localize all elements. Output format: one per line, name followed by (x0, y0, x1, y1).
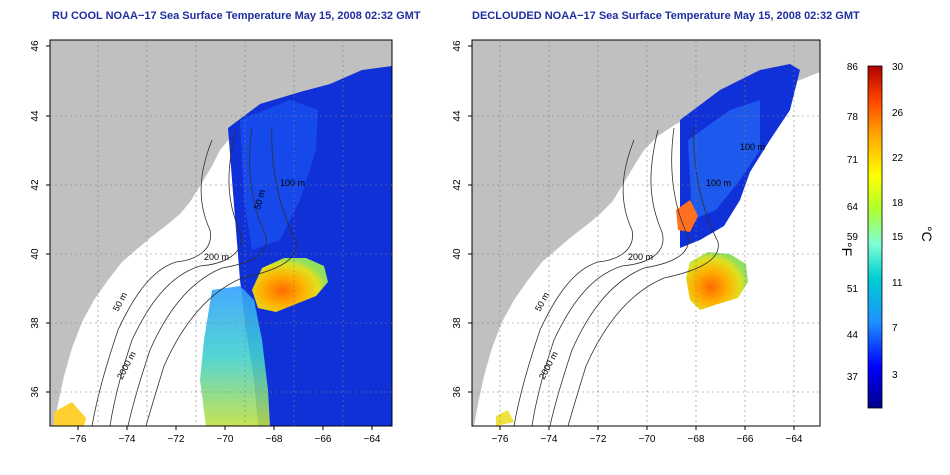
longitude-tick-label: −70 (639, 434, 656, 445)
southwest-warm-water (496, 410, 514, 426)
panel-2-title: DECLOUDED NOAA−17 Sea Surface Temperatur… (472, 10, 860, 22)
celsius-unit-label: °C (919, 226, 935, 242)
longitude-tick-label: −76 (492, 434, 509, 445)
longitude-tick-label: −72 (168, 434, 185, 445)
latitude-tick-label: 38 (452, 317, 463, 329)
contour-50m (513, 139, 635, 426)
contour-200m (549, 127, 689, 426)
colorbar-celsius-tick: 3 (892, 370, 898, 381)
panel-2-contour-label: 200 m (628, 252, 653, 262)
latitude-tick-label: 46 (30, 40, 41, 52)
latitude-tick-label: 36 (30, 386, 41, 398)
warm-eddy (686, 252, 748, 310)
contour-50m (91, 139, 213, 426)
colorbar-ticks: 86 78 71 64 59 51 44 37 30 26 22 18 15 11 7 3 (847, 62, 904, 383)
fahrenheit-unit-label: °F (839, 242, 855, 256)
contour-2000m (145, 125, 297, 426)
colorbar-fahrenheit-tick: 51 (847, 284, 859, 295)
colorbar-celsius-tick: 18 (892, 198, 904, 209)
longitude-tick-label: −72 (590, 434, 607, 445)
panel-1-contour-label: 100 m (280, 178, 305, 188)
latitude-tick-label: 42 (452, 179, 463, 191)
latitude-tick-label: 36 (452, 386, 463, 398)
colorbar-fahrenheit-tick: 64 (847, 202, 859, 213)
longitude-tick-label: −64 (364, 434, 381, 445)
latitude-tick-label: 40 (452, 248, 463, 260)
panel-2-frame (471, 39, 821, 427)
panel-1-gridlines (50, 40, 392, 426)
colorbar-fahrenheit-tick: 59 (847, 232, 859, 243)
contour-200m (127, 127, 267, 426)
panel-1-title: RU COOL NOAA−17 Sea Surface Temperature … (52, 10, 421, 22)
panel-2-map (472, 40, 820, 426)
contour-100m (109, 129, 242, 426)
panel-2-contour-label: 100 m (706, 178, 731, 188)
contour-100m (531, 129, 664, 426)
colorbar-fahrenheit-tick: 86 (847, 62, 859, 73)
axis-ticks: −76 −74 −72 −70 −68 −66 −64 46 44 42 40 38 36 −76 −74 −… (30, 40, 803, 445)
longitude-tick-label: −68 (688, 434, 705, 445)
colorbar-celsius-tick: 22 (892, 153, 904, 164)
latitude-tick-label: 44 (452, 110, 463, 122)
panel-2-gridlines (472, 40, 820, 426)
longitude-tick-label: −68 (266, 434, 283, 445)
colorbar-fahrenheit-tick: 37 (847, 372, 859, 383)
longitude-tick-label: −74 (119, 434, 136, 445)
land-mass (472, 40, 820, 426)
latitude-tick-label: 46 (452, 40, 463, 52)
shelf-water (200, 286, 270, 426)
panel-1-map (50, 40, 392, 426)
colorbar (867, 65, 883, 409)
latitude-tick-label: 38 (30, 317, 41, 329)
colorbar-celsius-tick: 30 (892, 62, 904, 73)
bathymetry-contours (91, 125, 297, 426)
colorbar-celsius-tick: 15 (892, 232, 904, 243)
longitude-tick-label: −64 (786, 434, 803, 445)
cold-water-inner (688, 100, 760, 220)
colorbar-celsius-tick: 26 (892, 108, 904, 119)
coastal-warm-patch (676, 200, 698, 232)
colorbar-fahrenheit-tick: 78 (847, 112, 859, 123)
latitude-tick-label: 40 (30, 248, 41, 260)
southwest-warm-water (54, 402, 86, 426)
colorbar-fahrenheit-tick: 44 (847, 330, 859, 341)
bathymetry-contours (513, 125, 719, 426)
longitude-tick-label: −76 (70, 434, 87, 445)
warm-eddy (252, 258, 328, 312)
colorbar-celsius-tick: 11 (892, 278, 903, 289)
longitude-tick-label: −66 (737, 434, 754, 445)
longitude-tick-label: −70 (217, 434, 234, 445)
cold-water-inner (240, 100, 318, 250)
land-mass (50, 40, 392, 426)
latitude-tick-label: 42 (30, 179, 41, 191)
contour-2000m (567, 125, 719, 426)
panel-2-contour-label: 100 m (740, 142, 765, 152)
latitude-tick-label: 44 (30, 110, 41, 122)
longitude-tick-label: −66 (315, 434, 332, 445)
colorbar-fahrenheit-tick: 71 (847, 155, 859, 166)
panel-1-frame (49, 39, 393, 427)
panel-1-contour-label: 200 m (204, 252, 229, 262)
colorbar-celsius-tick: 7 (892, 323, 898, 334)
longitude-tick-label: −74 (541, 434, 558, 445)
